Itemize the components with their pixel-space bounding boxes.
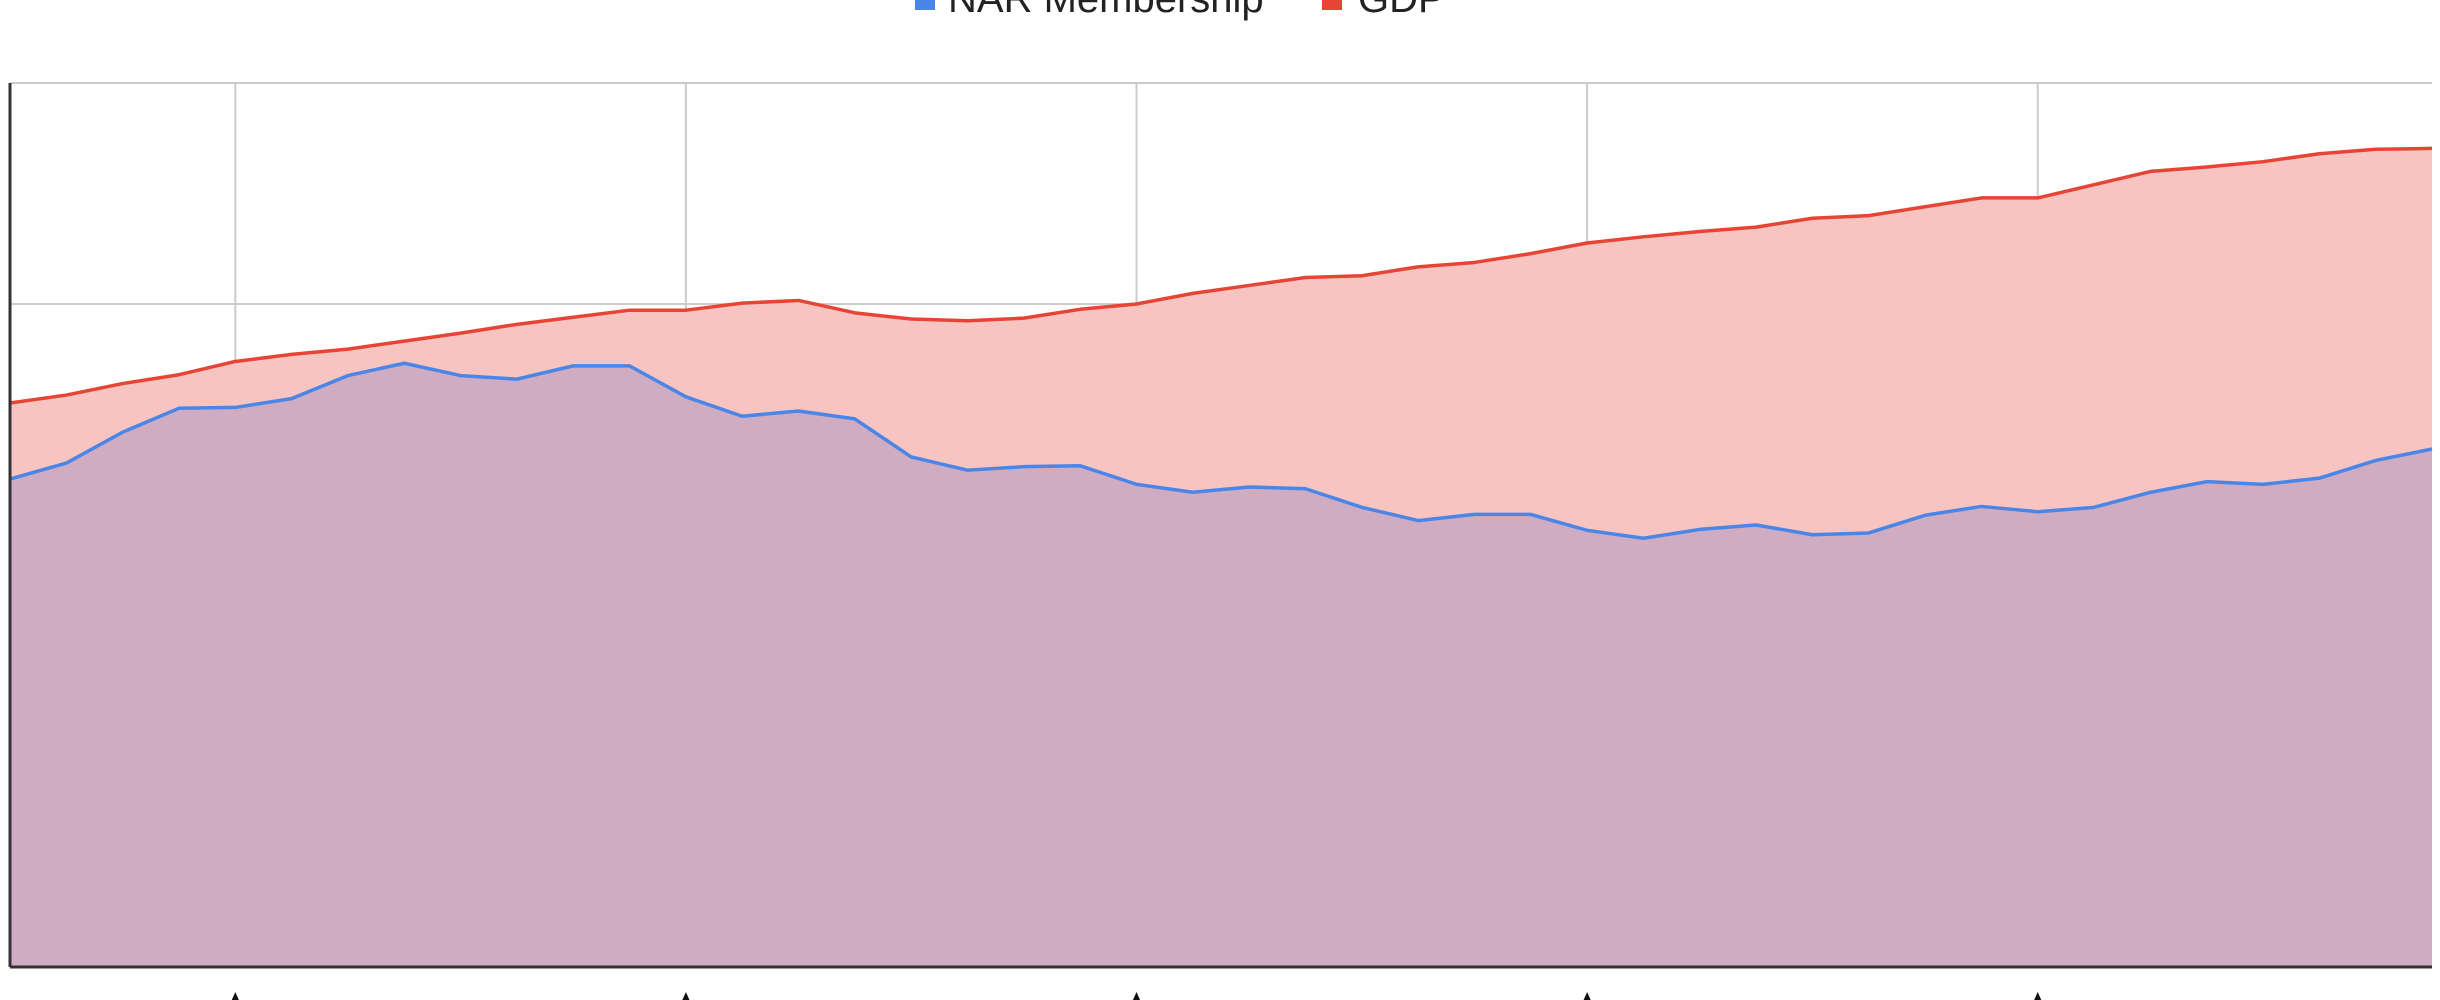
x-tick-marks <box>231 992 2042 1000</box>
series-line-nar-membership <box>9 361 2433 541</box>
x-tick-mark <box>1132 992 1141 1000</box>
x-tick-mark <box>2034 992 2042 1000</box>
series-areas <box>10 148 2432 968</box>
legend-swatch-gdp <box>1322 0 1342 10</box>
series-line-gdp <box>9 146 2433 405</box>
x-tick-mark <box>231 992 239 1000</box>
axes <box>8 83 2432 969</box>
legend-swatch-nar-membership <box>915 0 935 10</box>
x-tick-mark <box>1583 992 1591 1000</box>
x-tick-mark <box>682 992 690 1000</box>
legend-label-nar-membership: NAR Membership <box>948 0 1264 21</box>
legend: NAR Membership GDP <box>915 0 1445 21</box>
area-fill-nar-membership <box>10 363 2432 968</box>
legend-label-gdp: GDP <box>1358 0 1445 21</box>
series-lines <box>9 146 2433 541</box>
